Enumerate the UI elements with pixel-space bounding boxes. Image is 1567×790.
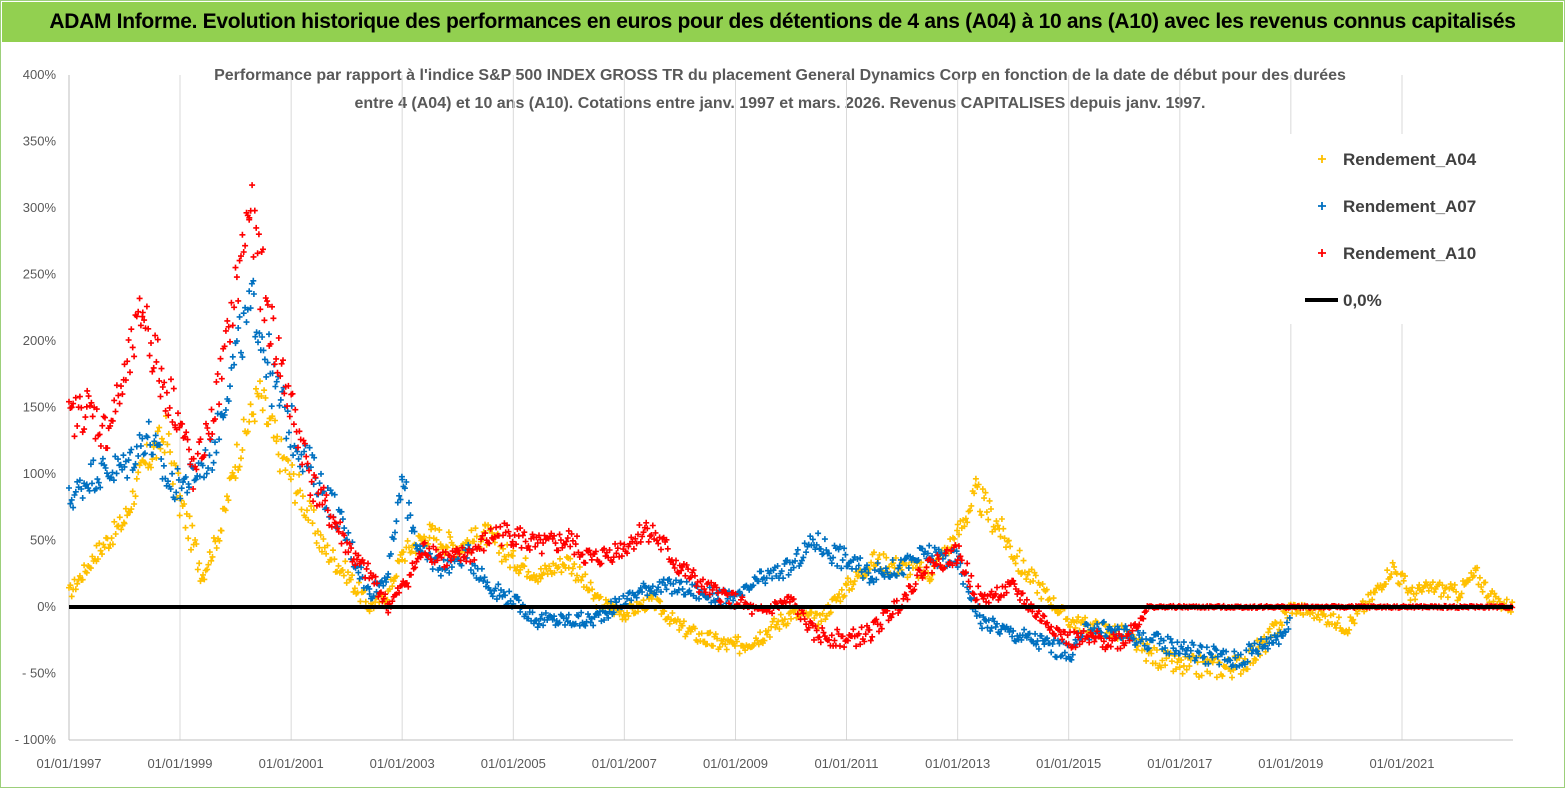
legend-label: Rendement_A10	[1343, 244, 1476, 263]
legend-label: 0,0%	[1343, 291, 1382, 310]
x-tick-label: 01/01/2021	[1369, 756, 1434, 771]
header-bar: ADAM Informe. Evolution historique des p…	[2, 2, 1563, 42]
page-title: ADAM Informe. Evolution historique des p…	[49, 10, 1516, 33]
y-tick-label: - 50%	[22, 666, 56, 681]
x-tick-label: 01/01/2019	[1258, 756, 1323, 771]
series-markers-Rendement_A07	[66, 277, 1293, 670]
x-tick-label: 01/01/1999	[147, 756, 212, 771]
grid	[68, 75, 1403, 740]
y-tick-label: 150%	[23, 400, 57, 415]
legend-marker	[1318, 249, 1326, 257]
y-tick-label: 250%	[23, 267, 57, 282]
series-markers-Rendement_A04	[66, 378, 1516, 681]
legend-marker	[1318, 202, 1326, 210]
x-tick-label: 01/01/2011	[814, 756, 878, 771]
x-tick-label: 01/01/2005	[481, 756, 546, 771]
y-tick-label: 200%	[23, 333, 57, 348]
y-tick-label: 0%	[37, 599, 56, 614]
data-points	[66, 182, 1516, 681]
x-tick-label: 01/01/2009	[703, 756, 768, 771]
chart-title-line-2: entre 4 (A04) et 10 ans (A10). Cotations…	[355, 95, 1206, 112]
y-tick-label: 400%	[23, 67, 57, 82]
x-tick-label: 01/01/2013	[925, 756, 990, 771]
x-tick-label: 01/01/2003	[370, 756, 435, 771]
x-tick-label: 01/01/1997	[36, 756, 101, 771]
y-tick-label: - 100%	[15, 732, 57, 747]
x-tick-label: 01/01/2017	[1147, 756, 1212, 771]
legend-marker	[1318, 155, 1326, 163]
x-tick-label: 01/01/2007	[592, 756, 657, 771]
series-Rendement_A07	[66, 277, 1293, 670]
axes: - 100% - 50% 0% 50% 100% 150% 200% 250% 300% 350%…	[15, 67, 1513, 771]
legend: Rendement_A04 Rendement_A07 Rendement_A10 0…	[1288, 134, 1502, 324]
legend-box	[1288, 134, 1502, 324]
series-Rendement_A04	[66, 378, 1516, 681]
y-tick-label: 350%	[23, 134, 57, 149]
legend-label: Rendement_A04	[1343, 150, 1477, 169]
y-tick-label: 300%	[23, 200, 57, 215]
y-tick-label: 50%	[30, 533, 56, 548]
x-tick-label: 01/01/2015	[1036, 756, 1101, 771]
y-tick-label: 100%	[23, 466, 57, 481]
performance-chart: Performance par rapport à l'indice S&P 5…	[15, 67, 1516, 771]
x-tick-label: 01/01/2001	[259, 756, 324, 771]
chart-title-line-1: Performance par rapport à l'indice S&P 5…	[214, 67, 1346, 84]
legend-label: Rendement_A07	[1343, 197, 1476, 216]
